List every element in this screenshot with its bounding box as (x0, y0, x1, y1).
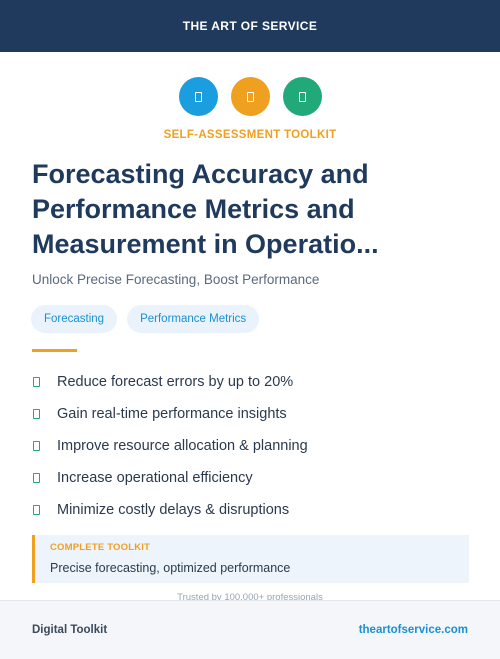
benefit-text: Gain real-time performance insights (57, 406, 287, 422)
icon-row (0, 77, 500, 116)
callout-label: COMPLETE TOOLKIT (50, 542, 151, 553)
toolkit-icon-2 (230, 77, 270, 116)
footer-label: Digital Toolkit (32, 624, 108, 636)
check-icon (33, 473, 40, 483)
document-icon (298, 91, 306, 102)
subtitle: Unlock Precise Forecasting, Boost Perfor… (32, 272, 320, 287)
page-title: Forecasting Accuracy and Performance Met… (32, 159, 379, 259)
toolkit-icon-1 (178, 77, 218, 116)
website-link[interactable]: theartofservice.com (358, 624, 468, 636)
tag-performance-metrics: Performance Metrics (127, 305, 260, 333)
document-icon (246, 91, 254, 102)
benefit-text: Improve resource allocation & planning (57, 438, 308, 454)
check-icon (33, 505, 40, 515)
toolkit-icon-3 (282, 77, 322, 116)
benefit-item: Improve resource allocation & planning (32, 430, 308, 462)
benefit-item: Minimize costly delays & disruptions (32, 494, 308, 526)
benefit-text: Reduce forecast errors by up to 20% (57, 374, 294, 390)
tag-list: Forecasting Performance Metrics (31, 305, 260, 333)
benefit-text: Minimize costly delays & disruptions (57, 502, 290, 518)
trusted-note: Trusted by 100,000+ professionals (177, 592, 323, 602)
check-icon (33, 377, 40, 387)
callout-text: Precise forecasting, optimized performan… (50, 561, 291, 575)
brand-name: THE ART OF SERVICE (182, 19, 318, 33)
accent-divider (32, 349, 77, 352)
footer: Digital Toolkit theartofservice.com (0, 600, 500, 659)
tag-forecasting: Forecasting (31, 305, 118, 333)
check-icon (33, 441, 40, 451)
benefit-item: Reduce forecast errors by up to 20% (32, 366, 308, 398)
benefit-text: Increase operational efficiency (57, 470, 253, 486)
benefit-item: Gain real-time performance insights (32, 398, 308, 430)
toolkit-callout: COMPLETE TOOLKIT Precise forecasting, op… (32, 535, 469, 583)
benefit-list: Reduce forecast errors by up to 20% Gain… (32, 366, 308, 526)
check-icon (33, 409, 40, 419)
benefit-item: Increase operational efficiency (32, 462, 308, 494)
document-icon (194, 91, 202, 102)
header-bar: THE ART OF SERVICE (0, 0, 500, 52)
kicker-label: SELF-ASSESSMENT TOOLKIT (163, 129, 337, 141)
